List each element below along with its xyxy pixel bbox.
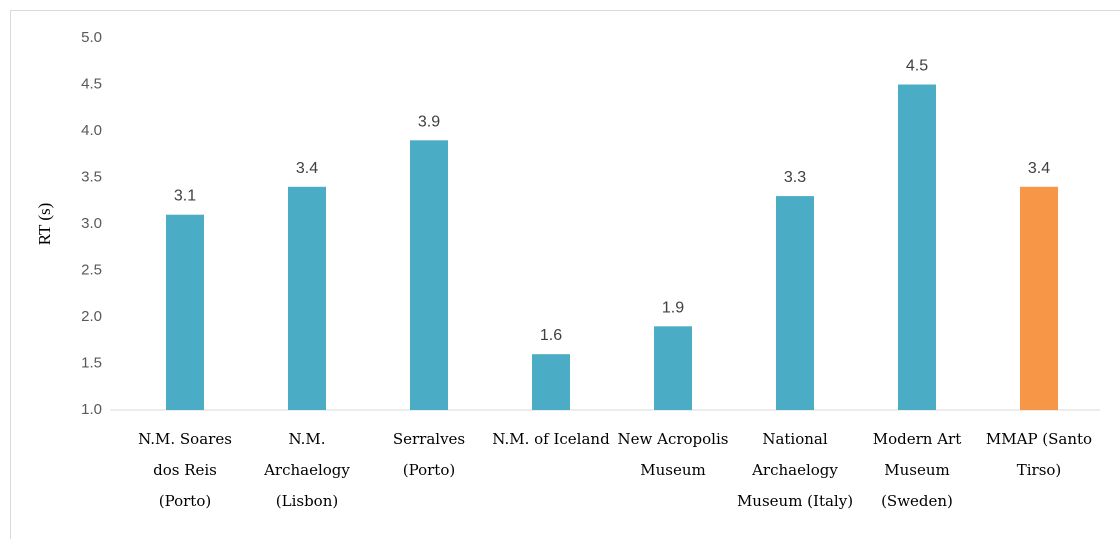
bar [166,214,204,410]
x-tick-label: Serralves (Porto) [392,430,466,479]
y-tick-label: 1.5 [81,354,102,371]
value-label: 3.4 [1028,160,1050,177]
y-tick-label: 4.0 [81,122,102,139]
y-axis-label: RT (s) [35,203,54,246]
chart-border [10,10,1120,539]
bar [410,140,448,411]
y-tick-label: 1.0 [81,401,102,418]
x-tick-label: MMAP (Santo Tirso) [985,430,1093,479]
y-tick-label: 3.0 [81,215,102,232]
x-tick-label: Modern Art Museum (Sweden) [872,430,962,510]
y-tick-label: 2.0 [81,308,102,325]
bar [1020,186,1058,410]
bar [288,186,326,410]
x-tick-label: New Acropolis Museum [617,430,729,479]
y-tick-label: 2.5 [81,261,102,278]
x-tick-label: N.M. Soares dos Reis (Porto) [138,430,232,510]
y-tick-label: 4.5 [81,75,102,92]
value-label: 3.4 [296,160,318,177]
y-tick-label: 5.0 [81,29,102,46]
x-tick-label: National Archaelogy Museum (Italy) [736,430,854,510]
y-tick-label: 3.5 [81,168,102,185]
bar [776,196,814,410]
value-label: 4.5 [906,58,928,75]
value-label: 3.3 [784,169,806,186]
value-label: 3.1 [174,188,196,205]
value-label: 1.9 [662,299,684,316]
bar [898,84,936,410]
bar [532,354,570,410]
value-label: 1.6 [540,327,562,344]
x-tick-label: N.M. Archaelogy (Lisbon) [264,430,350,510]
bar [654,326,692,410]
x-tick-label: N.M. of Iceland [492,430,610,448]
value-label: 3.9 [418,113,440,130]
